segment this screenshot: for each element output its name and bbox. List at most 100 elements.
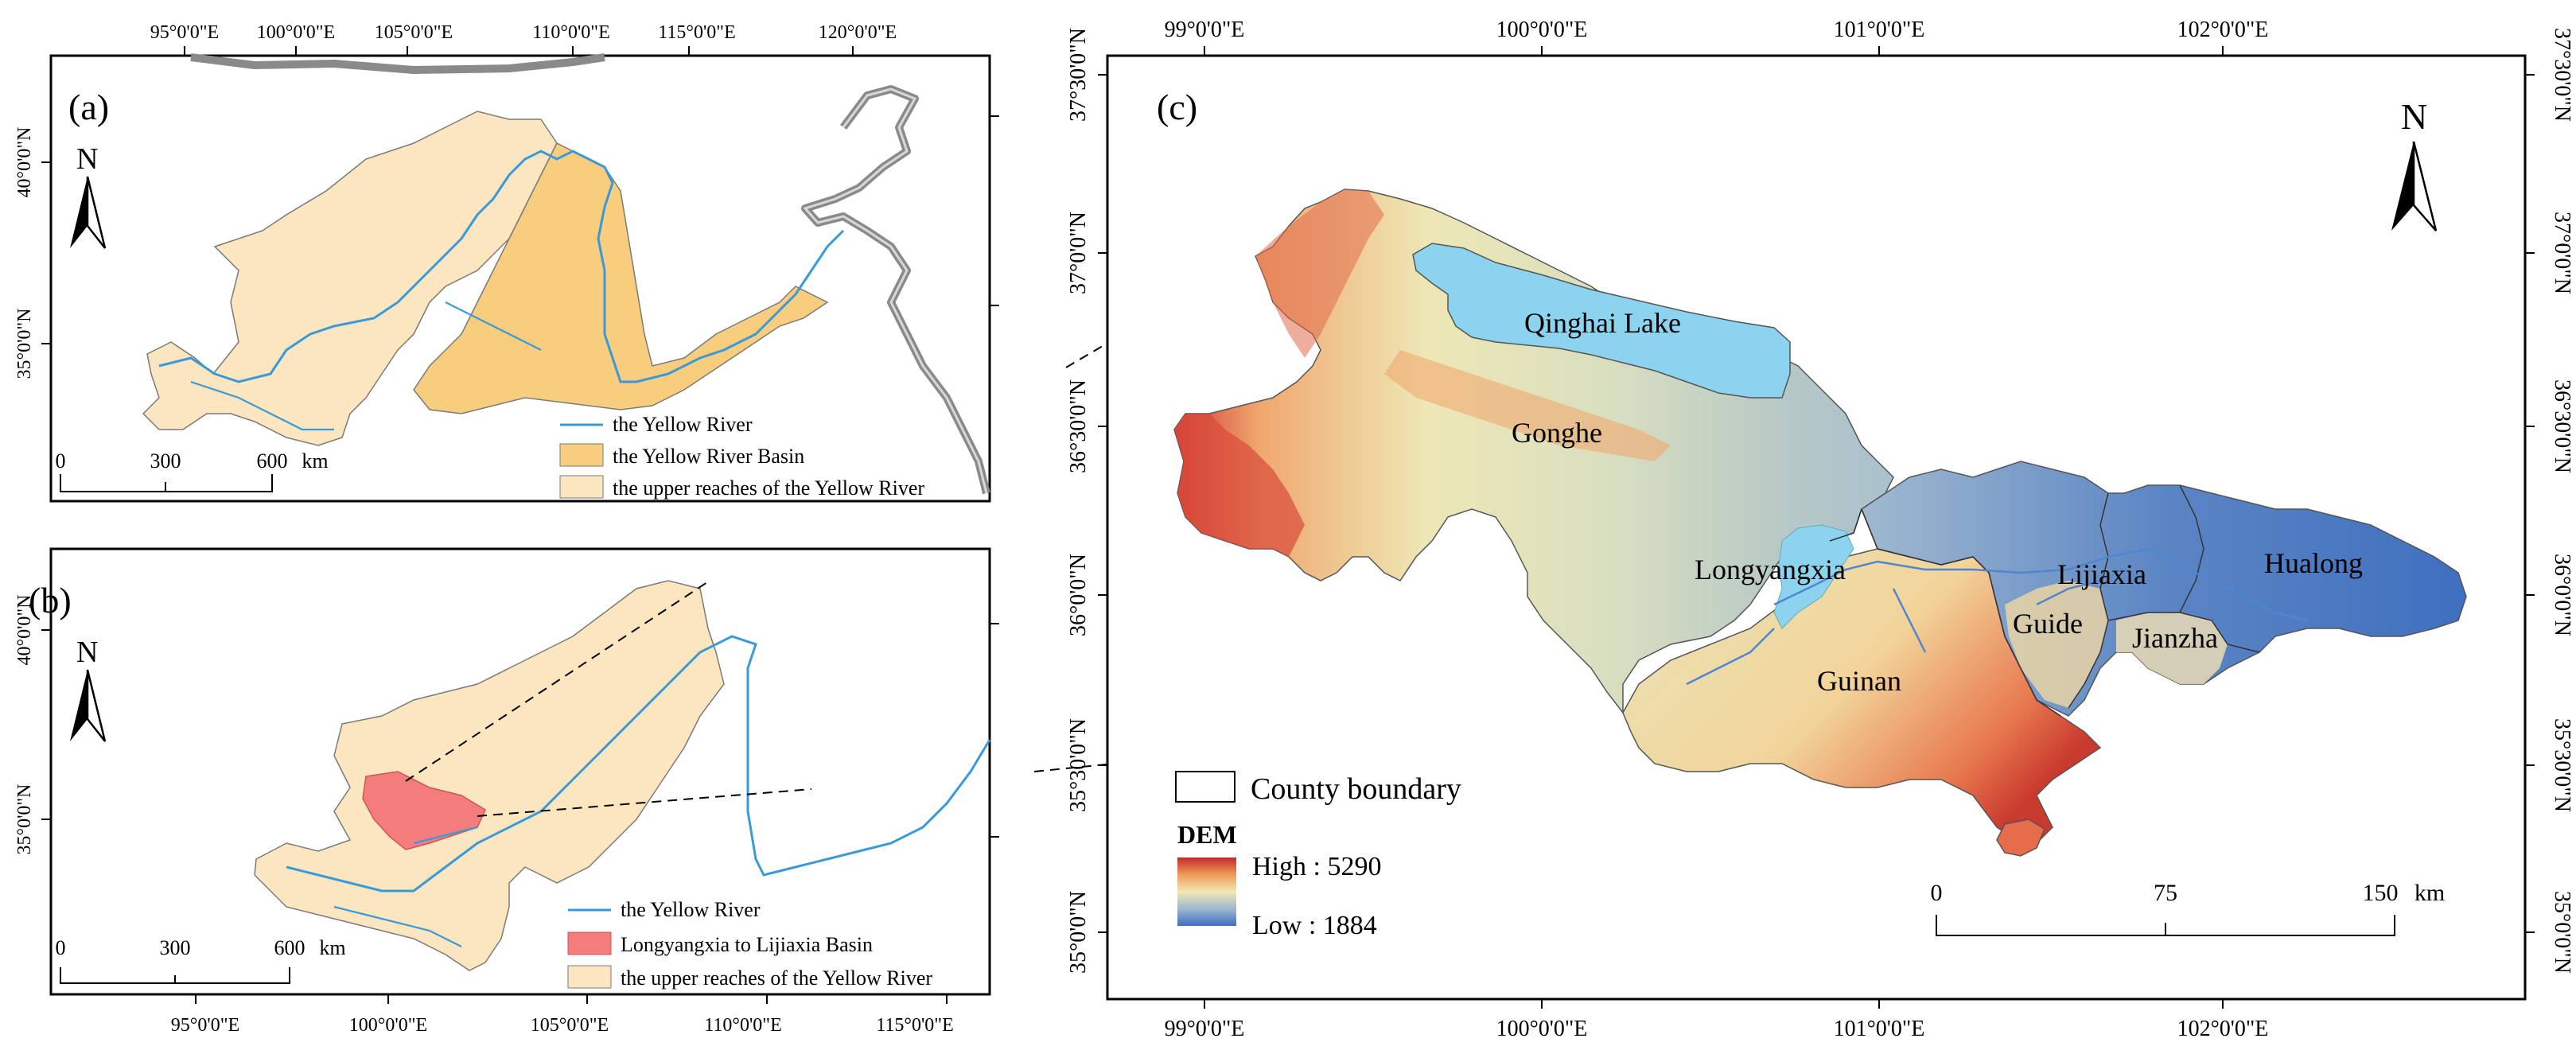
lat-c-right-3700: 37°0'0"N <box>2550 212 2574 294</box>
lat-c-left-3730: 37°30'0"N <box>1066 28 1091 122</box>
lon-c-top-99: 99°0'0"E <box>1165 18 1245 42</box>
lon-c-bottom-101: 101°0'0"E <box>1834 1017 1925 1041</box>
lon-c-top-102: 102°0'0"E <box>2177 18 2269 42</box>
river-tributary-b <box>333 826 478 947</box>
legend-b-upper: the upper reaches of the Yellow River <box>621 966 932 990</box>
svg-text:150: 150 <box>2363 880 2399 906</box>
label-gonghe: Gonghe <box>1512 417 1602 449</box>
lat-c-right-3500: 35°0'0"N <box>2550 891 2574 974</box>
lon-a-105: 105°0'0"E <box>375 22 453 43</box>
svg-text:0: 0 <box>56 449 66 472</box>
legend-dem-low: Low : 1884 <box>1252 911 1377 940</box>
lon-b-100: 100°0'0"E <box>349 1015 427 1036</box>
label-guide: Guide <box>2013 608 2083 640</box>
svg-text:0: 0 <box>56 936 66 959</box>
dem-mid-ridge <box>1384 350 1671 461</box>
upper-reaches-b <box>254 580 725 971</box>
svg-text:600: 600 <box>257 449 288 472</box>
legend-a-basin: the Yellow River Basin <box>613 445 804 468</box>
lon-a-95: 95°0'0"E <box>150 22 219 43</box>
qinghai-lake <box>1412 243 1791 399</box>
lon-c-top-100: 100°0'0"E <box>1496 18 1588 42</box>
svg-text:0: 0 <box>1931 880 1943 906</box>
river-tributary-a <box>190 301 542 431</box>
dem-jianzha <box>2116 612 2228 684</box>
dem-north-ridge <box>1255 189 1384 358</box>
north-arrow-c: N <box>2391 96 2438 231</box>
rivers-c <box>1686 547 2308 686</box>
panel-a-label: (a) <box>68 87 109 127</box>
legend-b: the Yellow River Longyangxia to Lijiaxia… <box>567 898 932 990</box>
dem-map <box>1173 189 2467 857</box>
lon-a-120: 120°0'0"E <box>819 22 897 43</box>
label-jianzha: Jianzha <box>2132 622 2218 654</box>
coastline-a-inner <box>803 88 988 494</box>
svg-text:300: 300 <box>150 449 181 472</box>
lat-c-left-3600: 36°0'0"N <box>1066 554 1091 636</box>
north-arrow-a: N <box>70 142 107 249</box>
svg-text:km: km <box>2415 880 2445 906</box>
legend-county-boundary: County boundary <box>1251 772 1461 806</box>
lon-b-115: 115°0'0"E <box>876 1015 954 1036</box>
north-label-b: N <box>76 636 98 669</box>
lon-c-bottom-99: 99°0'0"E <box>1165 1017 1245 1041</box>
county-boundaries <box>1829 484 2260 717</box>
dem-south-ridge <box>1174 414 1305 557</box>
lon-c-bottom-102: 102°0'0"E <box>2177 1017 2269 1041</box>
svg-text:km: km <box>319 936 345 959</box>
scale-bar-b: 0 300 600 km <box>56 936 346 984</box>
lon-b-110: 110°0'0"E <box>704 1015 782 1036</box>
label-lijiaxia: Lijiaxia <box>2057 558 2146 590</box>
lon-c-bottom-100: 100°0'0"E <box>1496 1017 1588 1041</box>
svg-text:600: 600 <box>274 936 305 959</box>
legend-b-basin: Longyangxia to Lijiaxia Basin <box>621 933 873 956</box>
north-label-c: N <box>2401 96 2427 137</box>
scale-bar-a: 0 300 600 km <box>56 449 329 492</box>
lat-c-left-3530: 35°30'0"N <box>1066 718 1091 812</box>
label-guinan: Guinan <box>1817 665 1901 697</box>
panel-b: (b) N 0 300 600 km the Yellow River Long… <box>14 547 999 1036</box>
lat-c-right-3630: 36°30'0"N <box>2550 379 2574 473</box>
lat-b-35: 35°0'0"N <box>14 784 35 854</box>
legend-a: the Yellow River the Yellow River Basin … <box>559 413 924 500</box>
label-hualong: Hualong <box>2264 547 2363 579</box>
lat-b-40: 40°0'0"N <box>14 594 35 665</box>
label-longyangxia: Longyangxia <box>1695 554 1846 585</box>
svg-text:km: km <box>302 449 328 472</box>
lat-c-right-3530: 35°30'0"N <box>2550 718 2574 812</box>
lon-a-110: 110°0'0"E <box>532 22 610 43</box>
longyangxia-reservoir <box>1773 524 1854 629</box>
panel-c: Qinghai Lake Gonghe Longyangxia Lijiaxia… <box>1066 18 2574 1041</box>
upper-reaches-a <box>142 111 558 446</box>
north-label-a: N <box>76 142 98 176</box>
legend-a-river: the Yellow River <box>613 413 753 436</box>
lon-b-105: 105°0'0"E <box>531 1015 609 1036</box>
dem-guide <box>2005 581 2108 708</box>
lon-a-100: 100°0'0"E <box>257 22 335 43</box>
lat-a-40: 40°0'0"N <box>14 126 35 197</box>
yellow-river-basin-a <box>413 142 829 414</box>
lat-c-right-3730: 37°30'0"N <box>2550 28 2574 122</box>
scale-bar-c: 0 75 150 km <box>1931 880 2445 936</box>
lon-a-115: 115°0'0"E <box>658 22 736 43</box>
legend-a-upper: the upper reaches of the Yellow River <box>613 476 924 500</box>
lon-b-95: 95°0'0"E <box>171 1015 239 1036</box>
lat-c-right-3600: 36°0'0"N <box>2550 554 2574 636</box>
north-arrow-b: N <box>70 636 107 742</box>
lat-c-left-3630: 36°30'0"N <box>1066 379 1091 473</box>
lat-c-left-3700: 37°0'0"N <box>1066 212 1091 294</box>
legend-c: County boundary DEM High : 5290 Low : 18… <box>1175 771 1461 940</box>
lat-c-left-3500: 35°0'0"N <box>1066 891 1091 974</box>
dem-color-ramp <box>1177 858 1236 926</box>
svg-text:75: 75 <box>2154 880 2177 906</box>
legend-dem-title: DEM <box>1177 820 1237 849</box>
label-qinghai-lake: Qinghai Lake <box>1524 307 1681 339</box>
lon-c-top-101: 101°0'0"E <box>1834 18 1925 42</box>
legend-b-river: the Yellow River <box>621 898 761 921</box>
yellow-river-b <box>286 635 991 892</box>
lat-a-35: 35°0'0"N <box>14 308 35 379</box>
study-basin-b <box>362 771 486 850</box>
panel-c-label: (c) <box>1157 87 1197 127</box>
svg-text:300: 300 <box>160 936 191 959</box>
dem-south-tip <box>1996 819 2045 857</box>
